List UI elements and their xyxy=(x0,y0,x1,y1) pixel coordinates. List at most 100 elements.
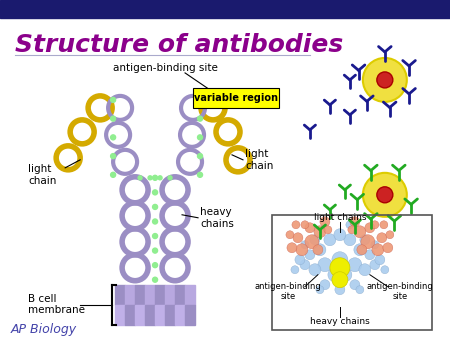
Circle shape xyxy=(377,233,387,243)
Circle shape xyxy=(330,258,350,278)
Circle shape xyxy=(375,255,385,265)
Circle shape xyxy=(287,243,297,253)
Circle shape xyxy=(356,286,364,294)
Bar xyxy=(135,305,145,325)
Bar xyxy=(115,285,125,305)
Circle shape xyxy=(370,260,380,270)
Circle shape xyxy=(332,272,348,288)
Circle shape xyxy=(371,241,379,249)
Circle shape xyxy=(371,221,379,229)
Text: antigen-binding
site: antigen-binding site xyxy=(366,282,433,301)
Circle shape xyxy=(198,116,203,121)
Circle shape xyxy=(305,235,319,249)
Circle shape xyxy=(153,263,158,268)
Text: antigen-binding
site: antigen-binding site xyxy=(255,282,321,301)
FancyBboxPatch shape xyxy=(193,88,279,108)
Circle shape xyxy=(324,226,332,234)
Circle shape xyxy=(286,231,294,239)
Text: variable region: variable region xyxy=(194,93,278,103)
Circle shape xyxy=(365,250,375,260)
Bar xyxy=(165,285,175,305)
Text: heavy chains: heavy chains xyxy=(310,317,370,326)
Circle shape xyxy=(198,172,203,177)
Circle shape xyxy=(314,226,326,238)
Circle shape xyxy=(153,175,158,180)
Circle shape xyxy=(365,223,375,233)
Circle shape xyxy=(338,268,352,282)
Circle shape xyxy=(198,97,203,102)
Circle shape xyxy=(168,176,172,180)
Circle shape xyxy=(348,258,362,272)
Circle shape xyxy=(377,187,393,203)
Circle shape xyxy=(316,286,324,294)
Bar xyxy=(175,285,185,305)
Circle shape xyxy=(328,268,342,282)
Circle shape xyxy=(153,219,158,224)
Circle shape xyxy=(158,176,162,180)
Circle shape xyxy=(153,190,158,195)
Circle shape xyxy=(348,226,356,234)
Circle shape xyxy=(309,264,321,276)
Bar xyxy=(145,285,155,305)
Circle shape xyxy=(354,226,366,238)
Circle shape xyxy=(380,221,388,229)
Circle shape xyxy=(346,221,354,229)
Circle shape xyxy=(335,285,345,295)
Circle shape xyxy=(360,235,370,245)
Text: light
chain: light chain xyxy=(245,149,273,171)
Text: antigen-binding site: antigen-binding site xyxy=(112,63,217,73)
Circle shape xyxy=(111,97,116,102)
Text: light chains: light chains xyxy=(314,213,366,222)
Circle shape xyxy=(313,245,323,255)
Text: AP Biology: AP Biology xyxy=(10,323,76,336)
Circle shape xyxy=(386,231,394,239)
Circle shape xyxy=(295,255,305,265)
Circle shape xyxy=(296,244,308,256)
Text: heavy
chains: heavy chains xyxy=(200,207,234,228)
Circle shape xyxy=(350,280,360,290)
Circle shape xyxy=(320,217,330,227)
Circle shape xyxy=(301,221,309,229)
Circle shape xyxy=(372,244,384,256)
Bar xyxy=(0,0,450,18)
Text: Structure of antibodies: Structure of antibodies xyxy=(15,33,343,57)
Bar xyxy=(115,305,125,325)
Circle shape xyxy=(300,260,310,270)
Circle shape xyxy=(111,135,116,140)
Bar xyxy=(175,305,185,325)
Circle shape xyxy=(318,258,332,272)
Circle shape xyxy=(111,172,116,177)
Circle shape xyxy=(363,173,407,217)
Circle shape xyxy=(359,264,371,276)
Circle shape xyxy=(198,153,203,159)
Circle shape xyxy=(383,243,393,253)
Circle shape xyxy=(153,248,158,253)
Bar xyxy=(165,305,175,325)
Bar xyxy=(155,285,165,305)
Circle shape xyxy=(381,266,389,274)
Circle shape xyxy=(292,221,300,229)
Circle shape xyxy=(344,234,356,246)
Circle shape xyxy=(377,72,393,88)
Circle shape xyxy=(363,58,407,102)
Circle shape xyxy=(361,235,375,249)
Bar xyxy=(272,215,432,330)
Circle shape xyxy=(111,116,116,121)
Circle shape xyxy=(305,223,315,233)
Circle shape xyxy=(320,280,330,290)
Circle shape xyxy=(310,235,320,245)
Circle shape xyxy=(357,245,367,255)
Circle shape xyxy=(291,266,299,274)
Circle shape xyxy=(301,241,309,249)
Circle shape xyxy=(148,176,152,180)
Circle shape xyxy=(293,233,303,243)
Bar xyxy=(125,285,135,305)
Circle shape xyxy=(305,250,315,260)
Circle shape xyxy=(153,204,158,210)
Circle shape xyxy=(334,229,346,241)
Circle shape xyxy=(198,135,203,140)
Bar xyxy=(125,305,135,325)
Text: light
chain: light chain xyxy=(28,164,57,186)
Circle shape xyxy=(138,176,142,180)
Circle shape xyxy=(111,153,116,159)
